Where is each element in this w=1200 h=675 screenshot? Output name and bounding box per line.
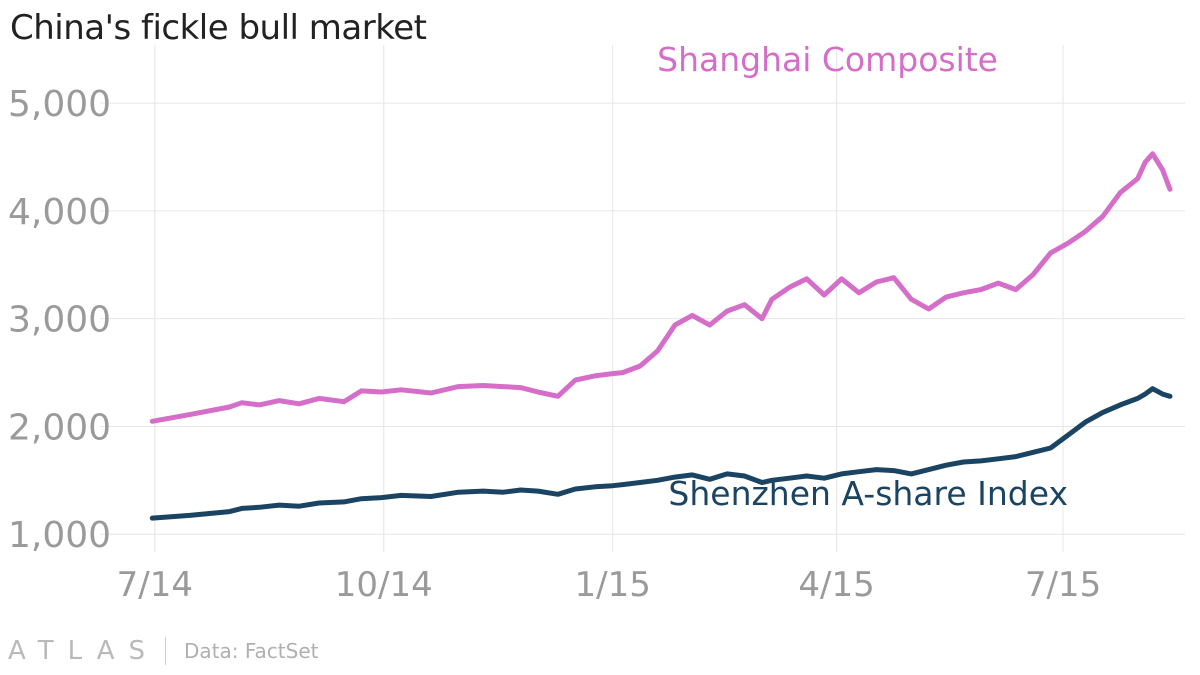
atlas-logo: ATLAS [8, 636, 160, 666]
y-tick-label: 5,000 [8, 84, 111, 125]
x-axis-tick-labels: 7/14 10/14 1/15 4/15 7/15 [117, 565, 1102, 605]
x-tick-label: 10/14 [335, 565, 433, 605]
x-tick-label: 1/15 [574, 565, 650, 605]
series-lines [149, 151, 1173, 521]
x-tick-label: 4/15 [798, 565, 874, 605]
source-note: Data: FactSet [184, 639, 319, 663]
y-tick-label: 3,000 [8, 300, 111, 341]
footer-divider [165, 637, 167, 665]
shenzhen-a-share-line [149, 386, 1173, 521]
shanghai-composite-line [149, 151, 1173, 424]
series-labels: Shanghai Composite Shenzhen A-share Index [657, 40, 1068, 513]
y-tick-label: 2,000 [8, 407, 111, 448]
y-tick-label: 1,000 [8, 515, 111, 556]
footer: ATLAS Data: FactSet [8, 636, 318, 666]
x-tick-label: 7/15 [1025, 565, 1101, 605]
shenzhen-a-share-label: Shenzhen A-share Index [668, 474, 1068, 513]
chart-title: China's fickle bull market [10, 8, 427, 48]
shanghai-composite-label: Shanghai Composite [657, 40, 998, 79]
y-tick-label: 4,000 [8, 192, 111, 233]
gridlines [100, 45, 1185, 552]
y-axis-tick-labels: 1,000 2,000 3,000 4,000 5,000 [8, 84, 111, 556]
x-tick-label: 7/14 [117, 565, 193, 605]
